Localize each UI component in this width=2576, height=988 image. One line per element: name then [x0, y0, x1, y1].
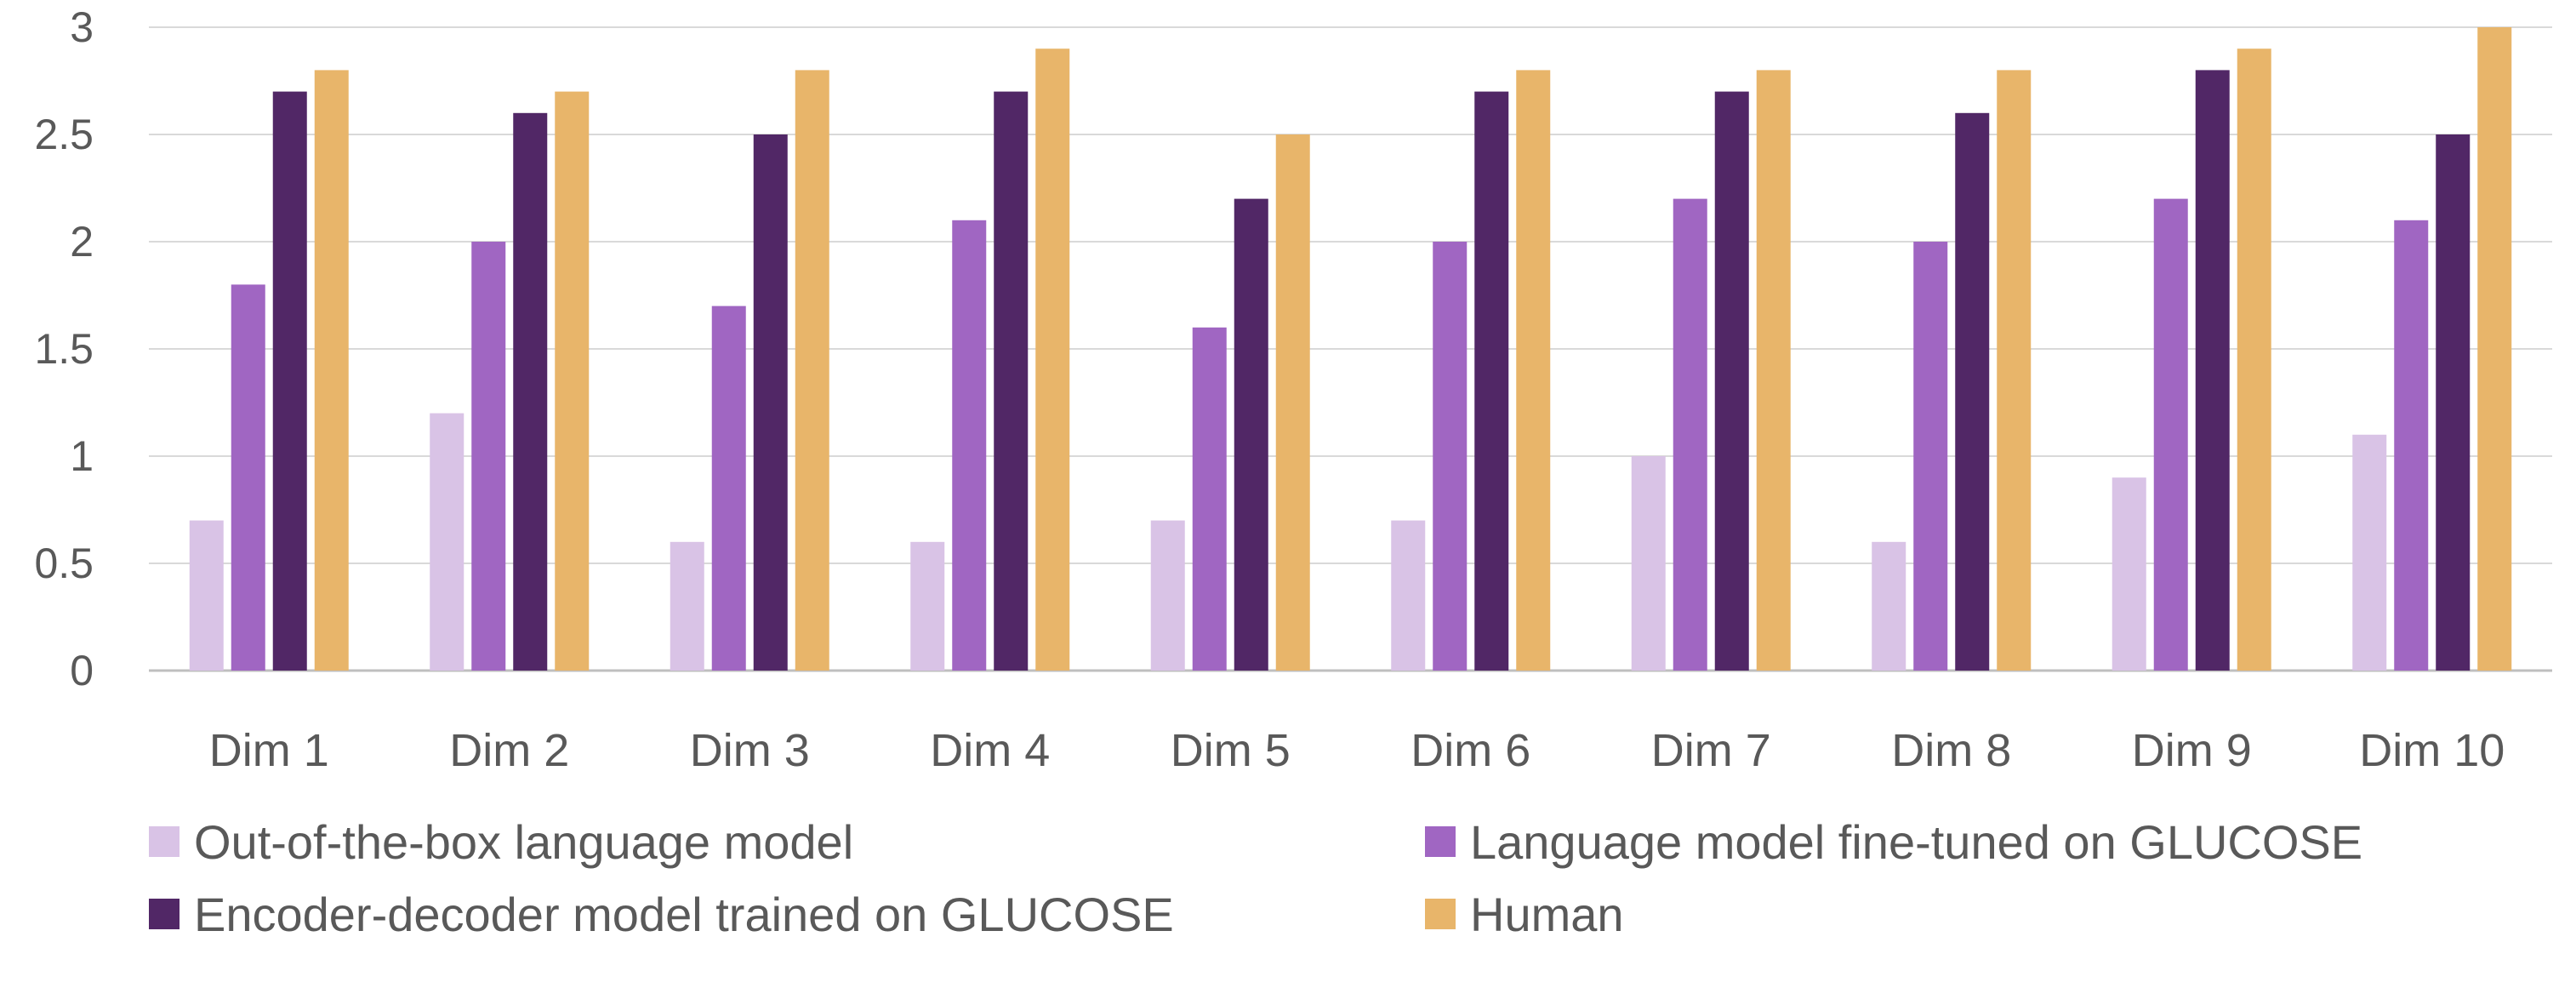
bar — [231, 284, 265, 671]
bar — [513, 112, 548, 671]
bar — [1192, 327, 1227, 671]
bar — [2195, 70, 2230, 671]
legend-swatch — [149, 826, 180, 857]
bar — [1714, 91, 1749, 671]
bar — [2394, 220, 2429, 671]
x-category-label: Dim 2 — [449, 725, 569, 776]
legend-swatch — [149, 899, 180, 929]
x-category-label: Dim 3 — [690, 725, 810, 776]
bar — [1673, 198, 1707, 671]
legend-swatch — [1425, 899, 1456, 929]
bar — [1391, 520, 1426, 671]
bar — [670, 541, 704, 671]
bar — [994, 91, 1029, 671]
bar — [910, 541, 945, 671]
legend-label: Out-of-the-box language model — [194, 815, 853, 869]
bar — [1913, 242, 1948, 671]
bar — [1516, 70, 1551, 671]
bar — [2477, 27, 2512, 671]
bar — [753, 134, 788, 671]
bar — [1234, 198, 1268, 671]
x-category-label: Dim 6 — [1411, 725, 1530, 776]
bar — [471, 242, 506, 671]
y-tick-label: 1.5 — [34, 325, 94, 373]
bar — [1872, 541, 1906, 671]
legend-label: Encoder-decoder model trained on GLUCOSE — [194, 888, 1174, 941]
legend: Out-of-the-box language model Language mo… — [149, 815, 2362, 941]
x-category-label: Dim 9 — [2132, 725, 2252, 776]
y-tick-label: 0.5 — [34, 540, 94, 587]
bar — [1756, 70, 1791, 671]
bars — [189, 27, 2512, 671]
bar — [1955, 112, 1990, 671]
x-axis-categories: Dim 1 Dim 2 Dim 3 Dim 4 Dim 5 Dim 6 Dim 7 Dim 8… — [209, 725, 2505, 776]
bar — [1275, 134, 1310, 671]
bar — [314, 70, 349, 671]
legend-label: Language model fine-tuned on GLUCOSE — [1470, 815, 2362, 869]
bar — [1150, 520, 1185, 671]
legend-swatch — [1425, 826, 1456, 857]
bar — [1997, 70, 2032, 671]
bar — [952, 220, 987, 671]
bar — [1631, 456, 1666, 671]
bar — [189, 520, 224, 671]
x-category-label: Dim 5 — [1171, 725, 1291, 776]
bar — [2436, 134, 2471, 671]
bar — [1035, 49, 1070, 671]
y-tick-label: 3 — [70, 3, 94, 51]
bar — [2112, 477, 2146, 671]
bar — [711, 306, 746, 671]
bar — [555, 91, 590, 671]
x-category-label: Dim 7 — [1651, 725, 1771, 776]
x-category-label: Dim 4 — [930, 725, 1050, 776]
bar — [1474, 91, 1509, 671]
bar — [430, 413, 464, 671]
legend-label: Human — [1470, 888, 1624, 941]
bar — [795, 70, 829, 671]
bar — [2153, 198, 2188, 671]
bar — [2352, 434, 2387, 671]
y-axis-ticks: 0 0.5 1 1.5 2 2.5 3 — [34, 3, 94, 694]
bar — [2237, 49, 2271, 671]
y-tick-label: 2 — [70, 218, 94, 266]
x-category-label: Dim 1 — [209, 725, 329, 776]
gridlines — [149, 26, 2552, 672]
y-tick-label: 2.5 — [34, 111, 94, 158]
bar — [272, 91, 307, 671]
y-tick-label: 1 — [70, 432, 94, 480]
x-category-label: Dim 8 — [1891, 725, 2011, 776]
x-category-label: Dim 10 — [2359, 725, 2505, 776]
bar — [1433, 242, 1468, 671]
y-tick-label: 0 — [70, 647, 94, 694]
